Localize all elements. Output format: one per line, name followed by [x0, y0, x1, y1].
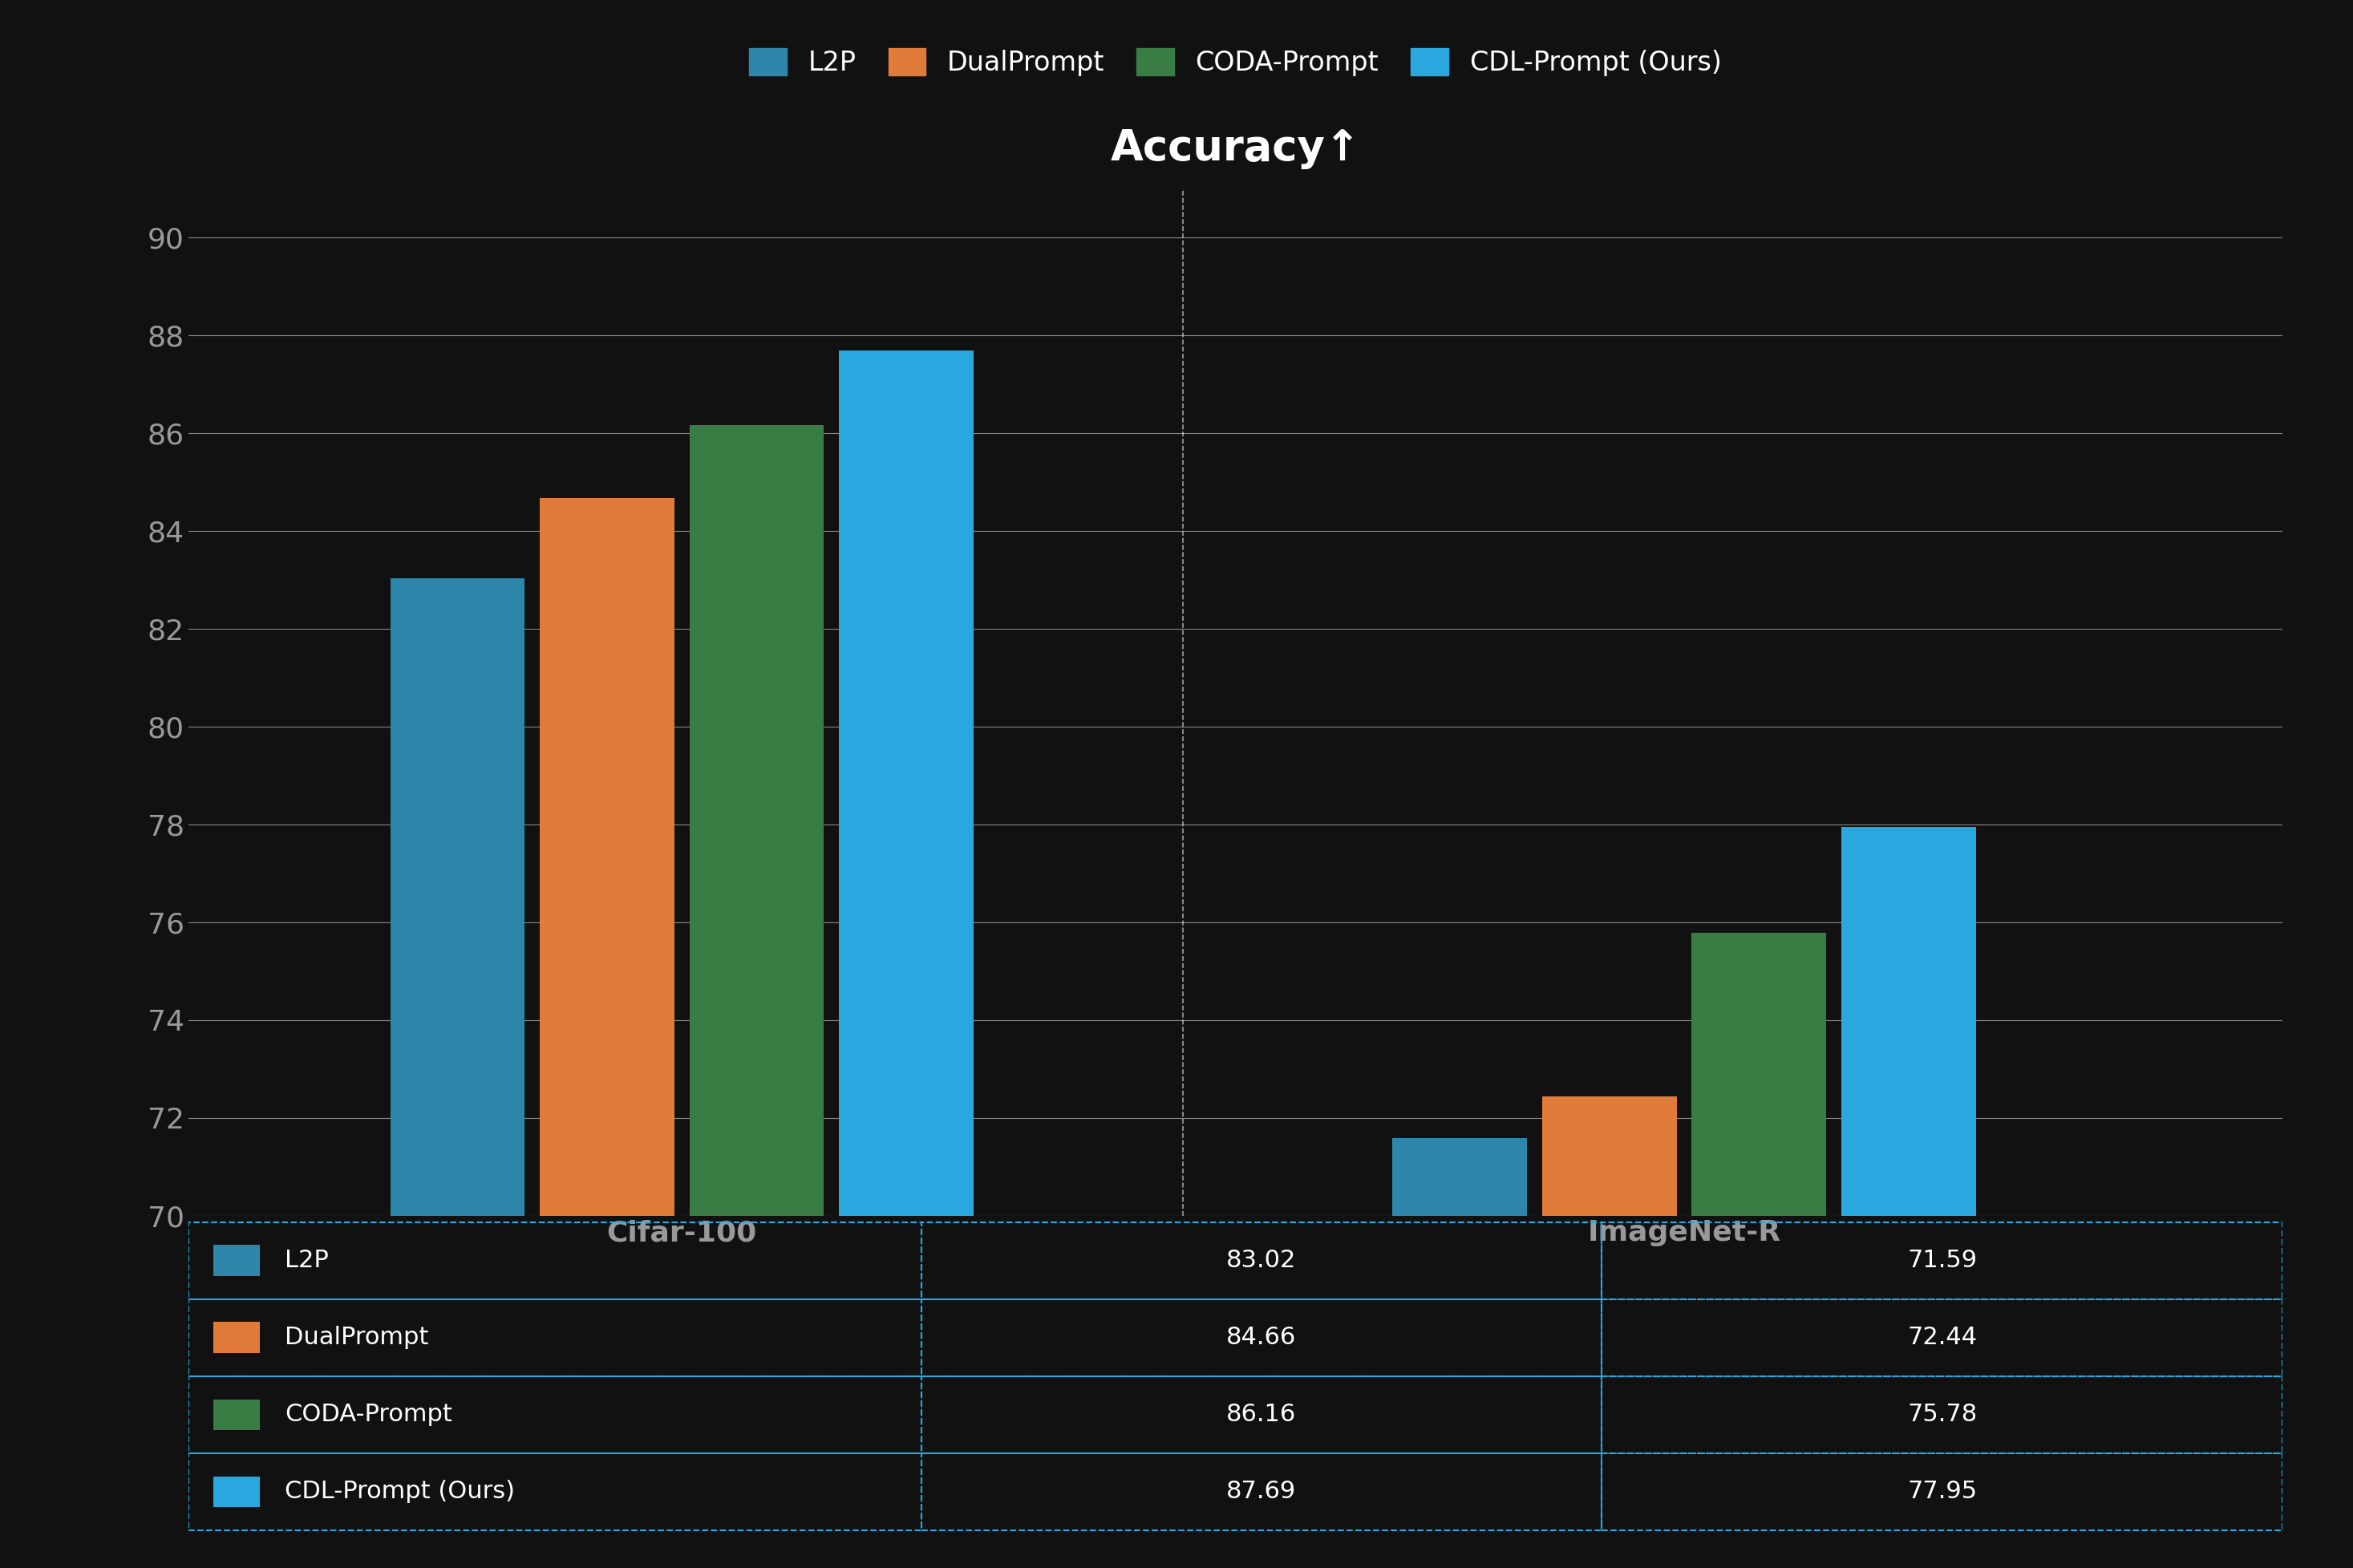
Text: 72.44: 72.44	[1908, 1327, 1977, 1348]
Text: CDL-Prompt (Ours): CDL-Prompt (Ours)	[285, 1480, 515, 1504]
Bar	[840, 350, 974, 1215]
Title: Accuracy↑: Accuracy↑	[1111, 127, 1360, 169]
Bar	[1541, 1096, 1678, 1215]
Text: 86.16: 86.16	[1226, 1403, 1297, 1427]
Text: 71.59: 71.59	[1908, 1248, 1977, 1272]
Polygon shape	[214, 1322, 259, 1353]
Bar	[391, 579, 525, 1215]
Text: DualPrompt: DualPrompt	[285, 1327, 428, 1348]
Text: CODA-Prompt: CODA-Prompt	[285, 1403, 452, 1427]
Text: 83.02: 83.02	[1226, 1248, 1297, 1272]
Bar	[1840, 826, 1977, 1215]
Text: 75.78: 75.78	[1908, 1403, 1977, 1427]
Bar	[689, 425, 824, 1215]
Text: 87.69: 87.69	[1226, 1480, 1297, 1504]
Legend: L2P, DualPrompt, CODA-Prompt, CDL-Prompt (Ours): L2P, DualPrompt, CODA-Prompt, CDL-Prompt…	[739, 38, 1732, 86]
Bar	[1692, 933, 1826, 1215]
Polygon shape	[214, 1399, 259, 1430]
Bar	[1393, 1138, 1527, 1215]
Text: L2P: L2P	[285, 1248, 329, 1272]
Bar	[539, 499, 675, 1215]
Polygon shape	[214, 1477, 259, 1507]
Polygon shape	[214, 1245, 259, 1276]
Text: 84.66: 84.66	[1226, 1327, 1297, 1348]
Text: 77.95: 77.95	[1908, 1480, 1977, 1504]
